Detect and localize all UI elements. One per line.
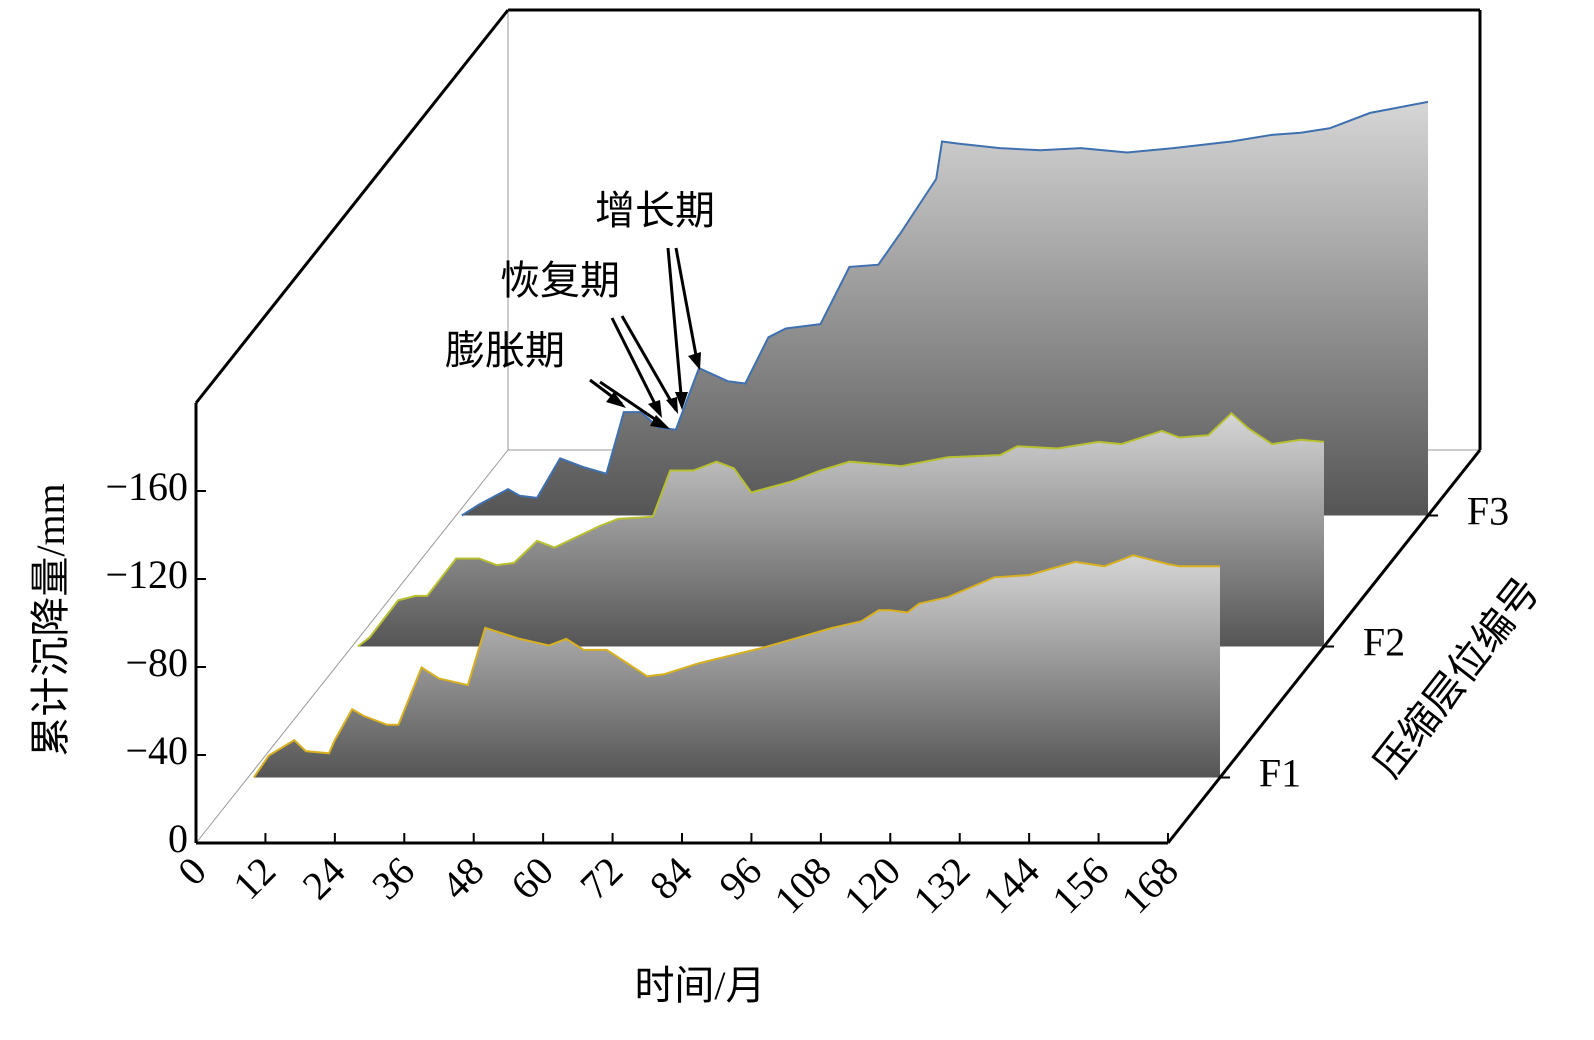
x-axis-label: 时间/月 bbox=[634, 963, 765, 1008]
x-tick-label: 84 bbox=[641, 848, 701, 908]
annotation-arrows bbox=[589, 247, 700, 428]
z-axis-label: 压缩层位编号 bbox=[1365, 569, 1548, 786]
annotation: 增长期 bbox=[595, 188, 715, 233]
plot-area: F3 F2 F1 bbox=[252, 100, 1509, 796]
legend-label: F3 bbox=[1467, 489, 1509, 534]
x-tick-label: 24 bbox=[294, 848, 354, 908]
x-tick-label: 60 bbox=[502, 848, 562, 908]
line bbox=[357, 411, 1325, 648]
frame-edge bbox=[195, 449, 509, 844]
x-tick-label: 48 bbox=[432, 848, 492, 908]
x-tick-label: 144 bbox=[974, 848, 1048, 922]
line bbox=[461, 100, 1429, 517]
x-tick-label: 156 bbox=[1043, 848, 1117, 922]
y-axis-label: 累计沉降量/mm bbox=[28, 483, 73, 756]
line bbox=[252, 554, 1220, 779]
x-tick-label: 36 bbox=[363, 848, 423, 908]
legend-label: F2 bbox=[1363, 620, 1405, 665]
y-tick-label: −40 bbox=[125, 728, 188, 773]
annotation: 膨胀期 bbox=[445, 328, 565, 373]
frame-edge bbox=[194, 9, 510, 404]
x-tick-label: 132 bbox=[904, 848, 978, 922]
y-tick-label: −120 bbox=[105, 552, 188, 597]
y-tick-label: 0 bbox=[168, 816, 188, 861]
area bbox=[461, 101, 1428, 516]
x-tick-label: 168 bbox=[1113, 848, 1187, 922]
x-tick-label: 108 bbox=[765, 848, 839, 922]
area bbox=[253, 555, 1221, 778]
x-tick-label: 0 bbox=[169, 848, 215, 894]
arrow-heads bbox=[606, 352, 701, 429]
y-tick-label: −80 bbox=[125, 640, 188, 685]
y-tick-label: −160 bbox=[105, 464, 188, 509]
legend-label: F1 bbox=[1259, 751, 1301, 796]
annotation: 恢复期 bbox=[500, 258, 620, 303]
x-tick-label: 120 bbox=[835, 848, 909, 922]
x-tick-label: 12 bbox=[224, 848, 284, 908]
x-tick-label: 96 bbox=[710, 848, 770, 908]
x-tick-label: 72 bbox=[571, 848, 631, 908]
